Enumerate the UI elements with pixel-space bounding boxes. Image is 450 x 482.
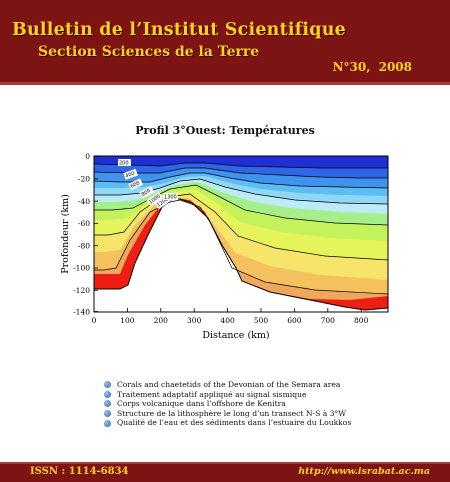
contour-label-600: 600 — [130, 180, 141, 189]
x-tick-labels: 0 100 200 300 400 500 600 700 800 — [92, 316, 369, 325]
article-item[interactable]: Qualité de l’eau et des sédiments dans l… — [104, 418, 351, 428]
blue-dot-bullet-icon — [104, 419, 111, 427]
blue-dot-bullet-icon — [104, 400, 111, 408]
contour-label-400: 400 — [125, 171, 136, 180]
y-tick-label: -40 — [78, 197, 90, 206]
contour-label-200: 200 — [119, 161, 129, 167]
axis-ticks — [93, 156, 362, 312]
x-axis-label: Distance (km) — [202, 330, 269, 341]
y-tick-label: -80 — [78, 241, 90, 250]
below-profile — [94, 199, 388, 312]
x-tick-label: 300 — [187, 316, 202, 325]
contour-labels: 200 400 600 800 1000 1200 1300 — [118, 159, 178, 210]
journal-section: Section Sciences de la Terre — [38, 44, 260, 60]
journal-title: Bulletin de l’Institut Scientifique — [12, 20, 346, 40]
journal-header-band: Bulletin de l’Institut Scientifique Sect… — [0, 0, 450, 85]
article-title: Corals and chaetetids of the Devonian of… — [117, 380, 341, 389]
blue-dot-bullet-icon — [104, 381, 111, 389]
article-title: Corps volcanique dans l’offshore de Keni… — [117, 399, 286, 409]
article-title: Qualité de l’eau et des sédiments dans l… — [117, 418, 352, 428]
x-tick-label: 200 — [154, 316, 169, 325]
figure-title: Profil 3°Ouest: Températures — [135, 124, 315, 137]
y-tick-labels: 0 -20 -40 -60 -80 -100 -120 -140 — [73, 152, 90, 317]
article-item[interactable]: Corals and chaetetids of the Devonian of… — [104, 380, 351, 390]
x-tick-label: 800 — [354, 316, 369, 325]
article-item[interactable]: Corps volcanique dans l’offshore de Keni… — [104, 399, 351, 409]
x-tick-label: 100 — [120, 316, 135, 325]
blue-dot-bullet-icon — [104, 390, 111, 398]
blue-dot-bullet-icon — [104, 410, 111, 418]
article-item[interactable]: Traitement adaptatif appliqué au signal … — [104, 390, 351, 400]
y-tick-label: -20 — [78, 175, 90, 184]
article-item[interactable]: Structure de la lithosphère le long d’un… — [104, 409, 351, 419]
y-tick-label: -120 — [73, 286, 90, 295]
x-tick-label: 600 — [287, 316, 302, 325]
article-title: Structure de la lithosphère le long d’un… — [117, 408, 347, 418]
article-list: Corals and chaetetids of the Devonian of… — [104, 380, 351, 428]
issue-number: N°30, 2008 — [332, 60, 412, 74]
journal-footer-band: ISSN : 1114-6834 http://www.israbat.ac.m… — [0, 462, 450, 482]
plot-frame — [93, 155, 389, 313]
y-tick-label: -60 — [78, 219, 90, 228]
contour-label-1300: 1300 — [164, 195, 177, 201]
website-link[interactable]: http://www.israbat.ac.ma — [298, 466, 430, 477]
x-tick-label: 700 — [321, 316, 336, 325]
y-tick-label: 0 — [85, 152, 90, 161]
y-tick-label: -140 — [73, 308, 90, 317]
isotherm-lines — [94, 162, 388, 311]
x-tick-label: 400 — [220, 316, 235, 325]
y-axis-label: Profondeur (km) — [60, 194, 71, 274]
article-title: Traitement adaptatif appliqué au signal … — [117, 389, 307, 399]
x-tick-label: 500 — [254, 316, 269, 325]
y-tick-label: -100 — [73, 264, 90, 273]
contour-label-800: 800 — [141, 188, 152, 198]
x-tick-label: 0 — [92, 316, 97, 325]
issn-number: ISSN : 1114-6834 — [30, 466, 129, 477]
